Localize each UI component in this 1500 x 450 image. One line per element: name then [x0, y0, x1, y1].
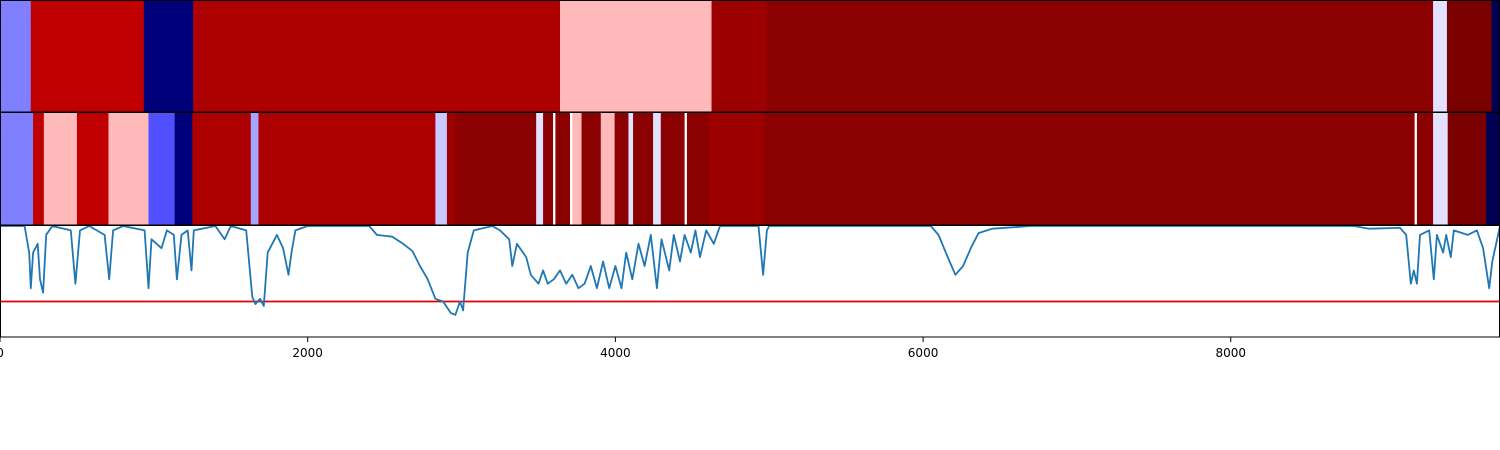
x-axis: 0 2000 4000 6000 8000	[0, 337, 1246, 360]
heatmap-cell	[193, 1, 561, 112]
heatmap-cell	[258, 113, 436, 225]
x-tick-label: 4000	[600, 346, 631, 360]
heatmap-cell	[76, 113, 109, 225]
series-line	[0, 225, 1500, 316]
heatmap-cell	[653, 113, 662, 225]
heatmap-cell	[1414, 113, 1418, 225]
heatmap-cell	[628, 113, 634, 225]
heatmap-cell	[614, 113, 629, 225]
heatmap-cell	[763, 113, 1416, 225]
heatmap-cell	[143, 1, 194, 112]
heatmap-cell	[174, 113, 193, 225]
x-tick-label: 6000	[908, 346, 939, 360]
heatmap-cell	[1416, 113, 1434, 225]
heatmap-cell	[570, 113, 573, 225]
heatmap-cell	[560, 1, 712, 112]
heatmap-cell	[1446, 1, 1492, 112]
heatmap-row-2	[0, 113, 1500, 225]
heatmap-cell	[108, 113, 149, 225]
heatmap-cell	[581, 113, 584, 225]
heatmap-cell	[33, 113, 45, 225]
heatmap-cell	[435, 113, 448, 225]
heatmap-cell	[1447, 113, 1487, 225]
heatmap-cell	[446, 113, 456, 225]
heatmap-cell	[600, 113, 616, 225]
x-tick-label: 2000	[292, 346, 323, 360]
heatmap-cell	[1486, 113, 1500, 225]
heatmap-cell	[250, 113, 259, 225]
heatmap-cell	[766, 1, 1434, 112]
heatmap-cell	[572, 113, 582, 225]
heatmap-cell	[0, 1, 32, 112]
heatmap-cell	[708, 113, 765, 225]
line-panel	[0, 225, 1500, 316]
heatmap-cell	[192, 113, 252, 225]
heatmap-cell	[660, 113, 686, 225]
heatmap-cell	[43, 113, 78, 225]
heatmap-cell	[0, 113, 34, 225]
heatmap-cell	[553, 113, 556, 225]
x-tick-label: 8000	[1215, 346, 1246, 360]
heatmap-cell	[455, 113, 537, 225]
heatmap-cell	[633, 113, 654, 225]
heatmap-row-1	[0, 1, 1500, 112]
heatmap-cell	[555, 113, 571, 225]
x-tick-label: 0	[0, 346, 4, 360]
heatmap-cell	[148, 113, 176, 225]
heatmap-cell	[1433, 1, 1448, 112]
heatmap-cell	[1433, 113, 1449, 225]
heatmap-cell	[711, 1, 768, 112]
heatmap-cell	[30, 1, 145, 112]
heatmap-cell	[536, 113, 544, 225]
heatmap-cell	[684, 113, 688, 225]
heatmap-cell	[1491, 1, 1500, 112]
heatmap-cell	[543, 113, 554, 225]
heatmap-cell	[686, 113, 709, 225]
heatmap-cell	[583, 113, 602, 225]
